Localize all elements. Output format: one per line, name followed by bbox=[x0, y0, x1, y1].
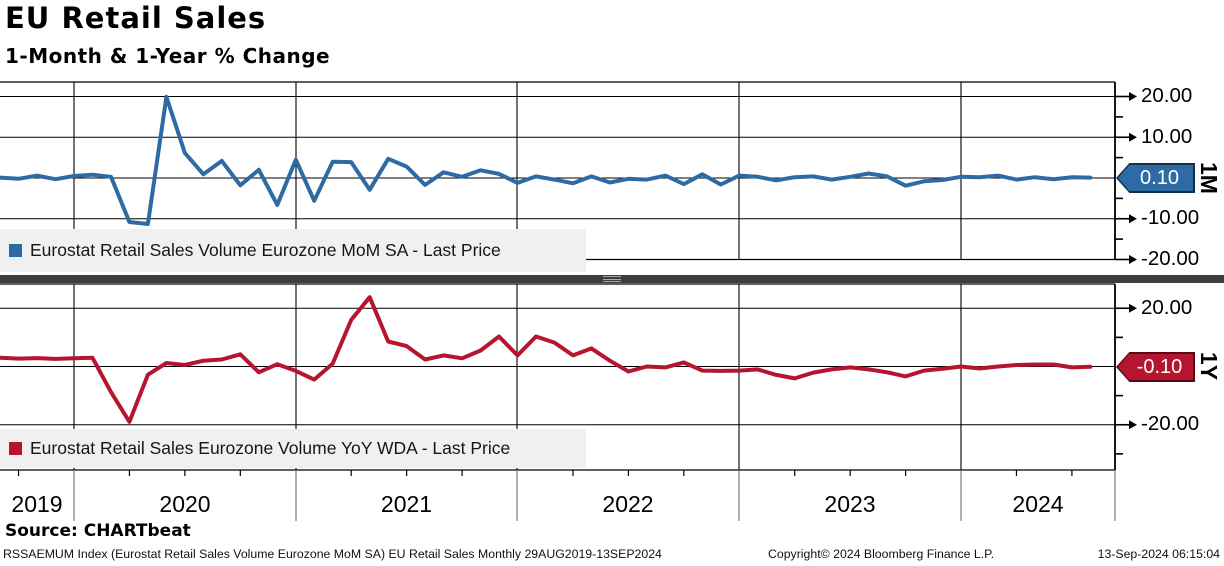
x-tick-2022: 2022 bbox=[602, 491, 654, 517]
tick-arrow-icon bbox=[1129, 303, 1137, 313]
last-price-value-1m: 0.10 bbox=[1118, 165, 1193, 191]
x-tick-2020: 2020 bbox=[159, 491, 211, 517]
legend-label-1y: Eurostat Retail Sales Eurozone Volume Yo… bbox=[30, 438, 511, 458]
tick-arrow-icon bbox=[1129, 132, 1137, 142]
panel-divider-grip-icon[interactable] bbox=[603, 276, 621, 282]
legend-label-1m: Eurostat Retail Sales Volume Eurozone Mo… bbox=[30, 240, 501, 260]
last-price-badge-1m[interactable]: 0.10 bbox=[1116, 163, 1195, 193]
tick-arrow-icon bbox=[1129, 214, 1137, 224]
page-subtitle: 1-Month & 1-Year % Change bbox=[5, 44, 331, 68]
footer-index-description: RSSAEMUM Index (Eurostat Retail Sales Vo… bbox=[3, 547, 662, 561]
last-price-badge-1y[interactable]: -0.10 bbox=[1116, 352, 1195, 382]
tick-arrow-icon bbox=[1129, 92, 1137, 101]
legend-marker-1m-icon bbox=[9, 244, 22, 257]
x-tick-2021: 2021 bbox=[380, 491, 433, 517]
panel-divider[interactable] bbox=[0, 275, 1224, 283]
page-title: EU Retail Sales bbox=[5, 1, 267, 35]
legend-1m[interactable]: Eurostat Retail Sales Volume Eurozone Mo… bbox=[0, 229, 586, 272]
footer-copyright: Copyright© 2024 Bloomberg Finance L.P. bbox=[768, 547, 995, 561]
series-line-1y[interactable] bbox=[0, 295, 1093, 424]
series-line-1m[interactable] bbox=[0, 94, 1093, 226]
last-price-value-1y: -0.10 bbox=[1118, 354, 1193, 380]
panel-axis-label-1y: 1Y bbox=[1196, 351, 1222, 381]
x-tick-2024: 2024 bbox=[1012, 491, 1064, 517]
source-line: Source: CHARTbeat bbox=[5, 521, 191, 541]
x-tick-2023: 2023 bbox=[824, 491, 876, 517]
footer-timestamp: 13-Sep-2024 06:15:04 bbox=[1097, 547, 1220, 561]
panel-axis-label-1m: 1M bbox=[1196, 162, 1222, 194]
legend-marker-1y-icon bbox=[9, 442, 22, 455]
x-tick-2019: 2019 bbox=[11, 491, 63, 517]
tick-arrow-icon bbox=[1129, 255, 1137, 264]
legend-1y[interactable]: Eurostat Retail Sales Eurozone Volume Yo… bbox=[0, 429, 586, 468]
tick-arrow-icon bbox=[1129, 420, 1137, 430]
